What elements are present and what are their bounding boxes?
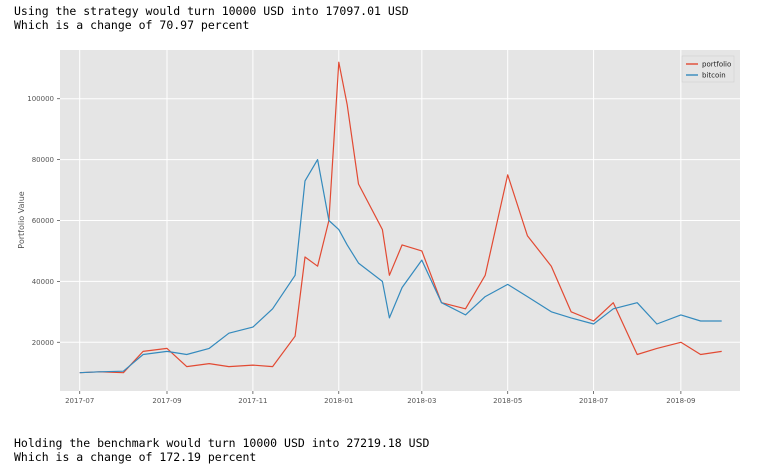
- y-tick-label: 40000: [32, 278, 54, 286]
- y-tick-label: 60000: [32, 217, 54, 225]
- strategy-result-line: Using the strategy would turn 10000 USD …: [14, 4, 409, 18]
- y-axis-title: Portfolio Value: [17, 191, 26, 249]
- series-lines: [79, 61, 722, 374]
- x-tick-label: 2018-09: [666, 397, 695, 405]
- strategy-change-line: Which is a change of 70.97 percent: [14, 18, 250, 32]
- y-tick-label: 100000: [27, 95, 54, 103]
- benchmark-result-line: Holding the benchmark would turn 10000 U…: [14, 436, 430, 450]
- cell-output-strategy: Using the strategy would turn 10000 USD …: [14, 4, 409, 32]
- x-tick-label: 2018-07: [579, 397, 608, 405]
- x-axis-ticks: 2017-07 2017-09 2017-11 2018-01 2018-03 2018-…: [65, 391, 695, 405]
- legend: portfolio bitcoin: [681, 55, 735, 83]
- x-tick-label: 2018-01: [324, 397, 353, 405]
- x-tick-label: 2018-03: [407, 397, 436, 405]
- legend-label-bitcoin: bitcoin: [702, 72, 726, 80]
- y-tick-label: 20000: [32, 339, 54, 347]
- x-tick-label: 2017-09: [152, 397, 181, 405]
- x-tick-label: 2018-05: [493, 397, 522, 405]
- y-axis-ticks: 20000 40000 60000 80000 100000: [27, 95, 60, 347]
- grid-lines: [60, 50, 740, 391]
- benchmark-change-line: Which is a change of 172.19 percent: [14, 450, 257, 464]
- series-line-bitcoin: [79, 158, 722, 374]
- cell-output-benchmark: Holding the benchmark would turn 10000 U…: [14, 436, 429, 464]
- x-tick-label: 2017-07: [65, 397, 94, 405]
- y-tick-label: 80000: [32, 156, 54, 164]
- x-tick-label: 2017-11: [238, 397, 267, 405]
- legend-label-portfolio: portfolio: [702, 61, 731, 69]
- legend-box: [681, 55, 735, 83]
- series-line-portfolio: [79, 61, 722, 374]
